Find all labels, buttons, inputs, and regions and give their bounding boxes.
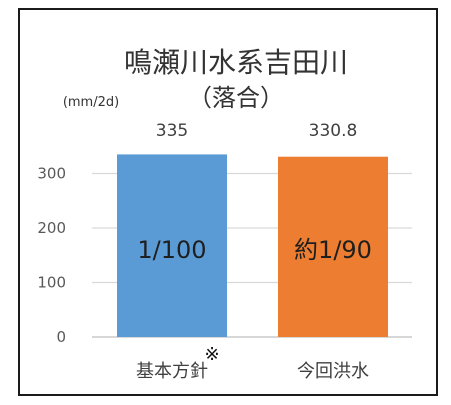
x-tick-label: 基本方針 (136, 361, 208, 382)
bar-inside-label: 1/100 (137, 236, 206, 264)
data-label: 330.8 (309, 121, 358, 141)
y-tick-label: 0 (56, 328, 66, 346)
chart-subtitle: （落合） (188, 84, 284, 112)
labels: 335 1/100 基本方針 330.8 約1/90 今回洪水 ※ (136, 121, 372, 382)
bar (117, 154, 227, 337)
chart-title: 鳴瀬川水系吉田川 (124, 46, 348, 79)
data-label: 335 (156, 121, 188, 141)
y-tick-label: 200 (37, 219, 66, 237)
bars (117, 154, 388, 337)
y-tick-label: 100 (37, 274, 66, 292)
bar (278, 156, 388, 337)
y-tick-label: 300 (37, 165, 66, 183)
note-mark: ※ (204, 344, 219, 365)
bar-inside-label: 約1/90 (294, 236, 372, 264)
y-axis-label: (mm/2d) (63, 95, 119, 110)
x-tick-label: 今回洪水 (297, 361, 369, 382)
